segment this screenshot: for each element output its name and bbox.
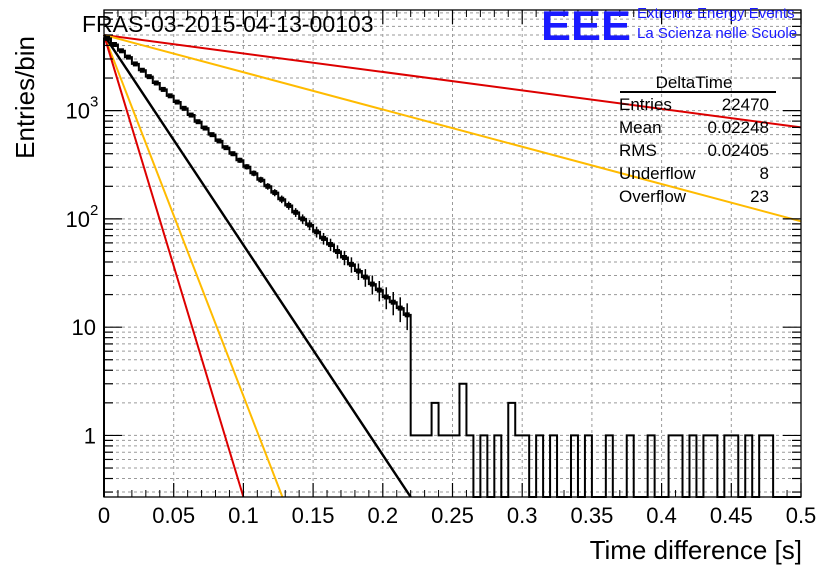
data-point: [195, 119, 201, 125]
data-point: [216, 138, 222, 144]
x-tick-label: 0.45: [710, 503, 753, 528]
data-point: [160, 86, 166, 92]
data-point: [188, 112, 194, 118]
axis-ticks: [103, 10, 802, 497]
fit-line: [103, 34, 245, 498]
eee-logo-line2: La Scienza nelle Scuole: [637, 25, 797, 42]
data-point: [307, 222, 313, 228]
data-point: [369, 281, 375, 287]
stats-label-rms: RMS: [619, 141, 657, 160]
x-tick-label: 0.2: [368, 503, 399, 528]
stats-name: DeltaTime: [656, 73, 733, 92]
y-tick-label: 10: [66, 207, 90, 232]
histogram-error-bars: [103, 34, 412, 498]
data-point: [132, 61, 138, 67]
x-tick-label: 0.3: [507, 503, 538, 528]
data-point: [258, 177, 264, 183]
stats-label-underflow: Underflow: [619, 164, 696, 183]
data-point: [146, 74, 152, 80]
data-point: [244, 164, 250, 170]
y-tick-label: 10: [72, 315, 96, 340]
data-point: [230, 151, 236, 157]
data-point: [139, 67, 145, 73]
data-point: [383, 294, 389, 300]
data-point: [355, 268, 361, 274]
stats-box: DeltaTime Entries 22470 Mean 0.02248 RMS…: [619, 73, 776, 206]
data-point: [237, 157, 243, 163]
data-point: [341, 254, 347, 260]
data-point: [376, 287, 382, 293]
data-point: [334, 248, 340, 254]
x-tick-label: 0.5: [786, 503, 817, 528]
data-point: [209, 132, 215, 138]
y-axis-label: Entries/bin: [10, 36, 40, 159]
data-point: [328, 242, 334, 248]
x-axis-label: Time difference [s]: [590, 535, 802, 565]
data-point: [321, 235, 327, 241]
stats-label-overflow: Overflow: [619, 187, 687, 206]
data-point: [279, 196, 285, 202]
data-point: [223, 145, 229, 151]
stats-value-underflow: 8: [760, 164, 769, 183]
y-tick-exponent: 3: [90, 94, 98, 111]
data-point: [111, 42, 117, 48]
y-tick-exponent: 2: [90, 202, 98, 219]
chart-title: FRAS-03-2015-04-13-00103: [82, 11, 374, 37]
data-point: [251, 170, 257, 176]
stats-value-mean: 0.02248: [708, 118, 769, 137]
stats-label-mean: Mean: [619, 118, 662, 137]
data-point: [404, 312, 410, 318]
eee-logo-mark: EEE: [541, 2, 631, 49]
data-point: [202, 125, 208, 131]
x-tick-label: 0.15: [292, 503, 335, 528]
stats-value-entries: 22470: [722, 95, 769, 114]
data-point: [348, 261, 354, 267]
data-point: [286, 202, 292, 208]
data-point: [265, 183, 271, 189]
stats-value-rms: 0.02405: [708, 141, 769, 160]
fit-line-primary: [103, 34, 412, 498]
x-tick-label: 0.35: [570, 503, 613, 528]
data-point: [397, 305, 403, 311]
fit-line: [103, 33, 802, 223]
data-point: [390, 299, 396, 305]
x-tick-label: 0.4: [646, 503, 677, 528]
data-point: [362, 274, 368, 280]
fit-line: [103, 34, 284, 498]
x-tick-label: 0: [98, 503, 110, 528]
x-tick-label: 0.25: [431, 503, 474, 528]
data-point: [167, 93, 173, 99]
histogram-series: [103, 37, 801, 498]
data-point: [293, 209, 299, 215]
stats-value-overflow: 23: [750, 187, 769, 206]
x-tick-labels: 0 0.05 0.1 0.15 0.2 0.25 0.3 0.35 0.4 0.45 0.5: [98, 503, 816, 528]
fit-lines: [103, 33, 802, 498]
x-tick-label: 0.05: [152, 503, 195, 528]
data-point: [125, 54, 131, 60]
data-point: [272, 190, 278, 196]
y-tick-label: 1: [84, 423, 96, 448]
x-tick-label: 0.1: [228, 503, 259, 528]
data-point: [118, 48, 124, 54]
data-point: [181, 105, 187, 111]
data-point: [174, 99, 180, 105]
data-point: [153, 80, 159, 86]
stats-label-entries: Entries: [619, 95, 672, 114]
data-point: [314, 229, 320, 235]
y-tick-label: 10: [66, 99, 90, 124]
fit-line: [103, 33, 802, 129]
data-point: [300, 216, 306, 222]
eee-logo-line1: Extreme Energy Events: [637, 5, 795, 22]
